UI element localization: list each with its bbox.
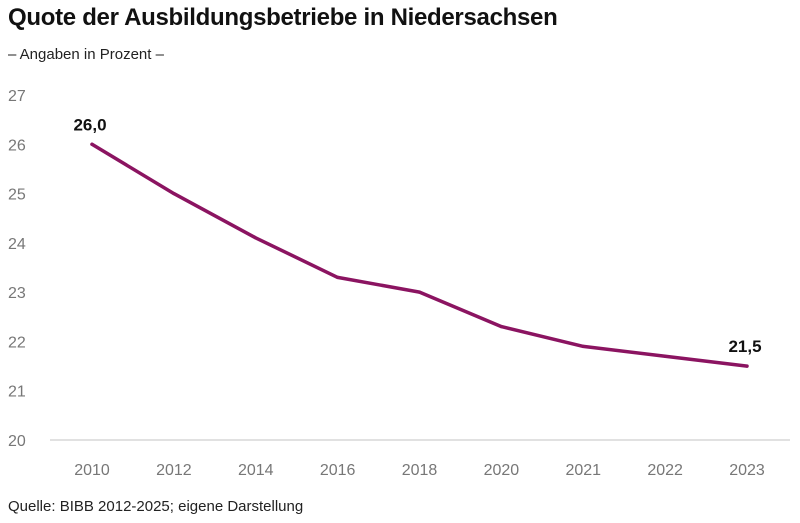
x-tick-label: 2016 xyxy=(320,462,356,479)
source-note: Quelle: BIBB 2012-2025; eigene Darstellu… xyxy=(8,498,304,515)
x-tick-label: 2020 xyxy=(484,462,520,479)
x-tick-label: 2010 xyxy=(74,462,110,479)
data-point xyxy=(417,290,422,294)
data-point xyxy=(172,191,176,196)
x-tick-label: 2012 xyxy=(156,462,192,479)
data-point xyxy=(581,344,585,348)
y-tick-label: 23 xyxy=(8,285,26,302)
data-label: 21,5 xyxy=(728,337,761,356)
y-tick-label: 26 xyxy=(8,137,26,154)
y-tick-label: 27 xyxy=(8,88,26,105)
y-axis-ticks: 20 21 22 23 24 25 26 27 xyxy=(8,88,26,450)
data-point xyxy=(336,275,340,279)
x-tick-label: 2018 xyxy=(402,462,438,479)
data-labels: 26,0 21,5 xyxy=(73,115,761,356)
x-tick-label: 2014 xyxy=(238,462,274,479)
x-tick-label: 2023 xyxy=(729,462,765,479)
data-point xyxy=(663,354,667,358)
x-axis-ticks: 2010 2012 2014 2016 2018 2020 2021 2022 2023 xyxy=(74,462,765,479)
x-tick-label: 2022 xyxy=(647,462,683,479)
y-tick-label: 22 xyxy=(8,334,26,351)
series-line xyxy=(90,142,749,368)
y-tick-label: 24 xyxy=(8,236,26,253)
chart-title: Quote der Ausbildungsbetriebe in Nieders… xyxy=(8,4,558,31)
x-tick-label: 2021 xyxy=(565,462,601,479)
data-point xyxy=(254,236,258,240)
data-label: 26,0 xyxy=(73,115,106,134)
data-points xyxy=(90,142,749,368)
y-tick-label: 20 xyxy=(8,433,26,450)
y-tick-label: 21 xyxy=(8,384,26,401)
y-tick-label: 25 xyxy=(8,187,26,204)
data-point xyxy=(499,325,503,329)
data-point xyxy=(745,364,749,368)
data-point xyxy=(90,142,94,146)
chart-subtitle: – Angaben in Prozent – xyxy=(8,46,164,63)
